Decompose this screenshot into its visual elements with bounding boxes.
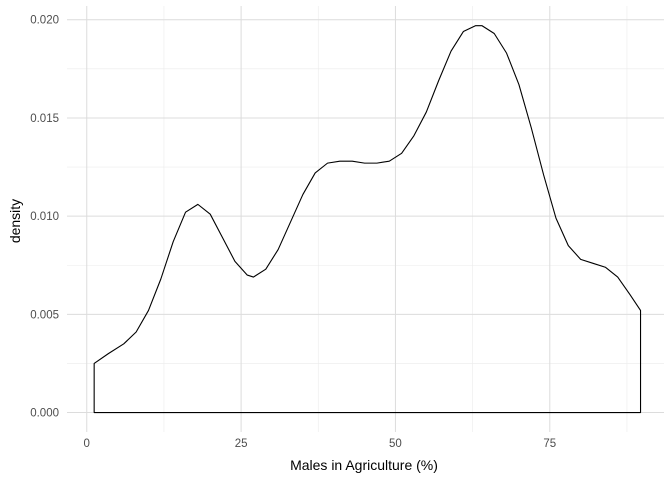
grid-major xyxy=(67,6,664,432)
x-tick-label: 50 xyxy=(389,438,402,450)
y-tick-label: 0.015 xyxy=(30,113,59,125)
y-tick-label: 0.005 xyxy=(30,309,59,321)
series-layer xyxy=(93,25,642,414)
grid-minor xyxy=(67,6,664,432)
y-tick-label: 0.000 xyxy=(30,408,59,420)
density-curve xyxy=(93,25,642,414)
y-tick-label: 0.020 xyxy=(30,15,59,27)
x-axis-ticks: 0 25 50 75 xyxy=(84,438,557,450)
x-tick-label: 25 xyxy=(235,438,248,450)
x-tick-label: 75 xyxy=(543,438,556,450)
y-axis-ticks: 0.000 0.005 0.010 0.015 0.020 xyxy=(30,15,59,420)
y-axis-title: density xyxy=(7,199,23,243)
x-tick-label: 0 xyxy=(84,438,90,450)
y-tick-label: 0.010 xyxy=(30,211,59,223)
x-axis-title: Males in Agriculture (%) xyxy=(290,457,438,473)
